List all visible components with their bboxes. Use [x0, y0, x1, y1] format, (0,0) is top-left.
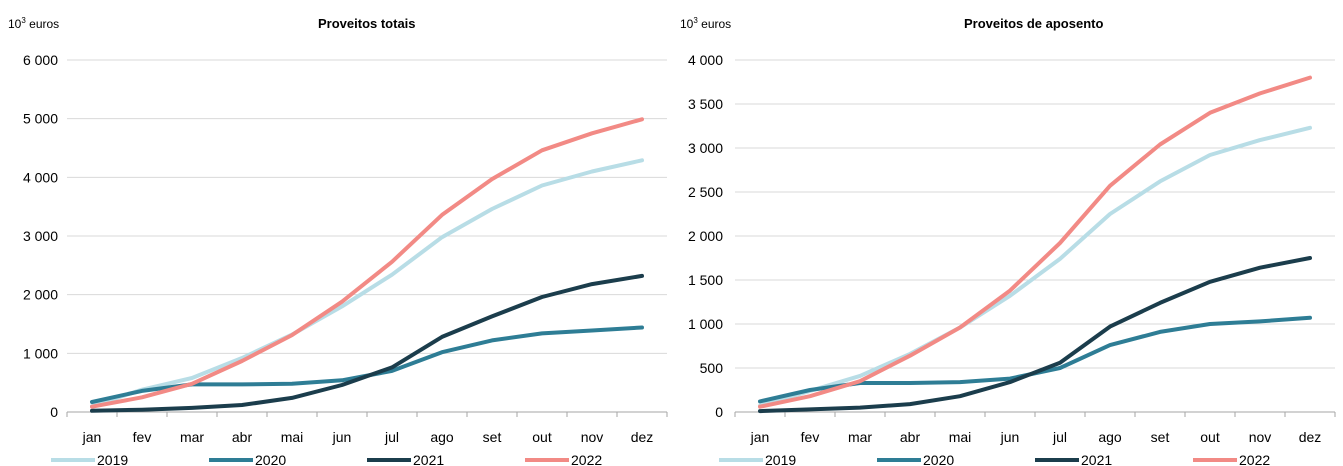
x-tick-label: jan — [750, 429, 770, 445]
legend-label: 2022 — [571, 452, 602, 466]
series-line-2022 — [758, 75, 1312, 409]
y-tick-label: 1 000 — [688, 316, 723, 332]
x-tick-label: ago — [1098, 429, 1122, 445]
y-tick-label: 0 — [715, 404, 723, 420]
legend-item-2020: 2020 — [209, 452, 286, 466]
series-line-2022 — [90, 117, 644, 409]
legend-label: 2019 — [765, 452, 796, 466]
series-line-2020 — [758, 315, 1312, 404]
x-tick-label: jul — [384, 429, 399, 445]
legend-label: 2022 — [1239, 452, 1270, 466]
x-tick-label: dez — [631, 429, 654, 445]
x-tick-label: fev — [801, 429, 820, 445]
x-tick-label: set — [1151, 429, 1170, 445]
y-tick-label: 4 000 — [688, 52, 723, 68]
legend-label: 2020 — [255, 452, 286, 466]
legend-item-2022: 2022 — [1193, 452, 1270, 466]
x-tick-label: ago — [430, 429, 454, 445]
legend-item-2021: 2021 — [1035, 452, 1112, 466]
x-tick-label: abr — [232, 429, 253, 445]
y-tick-label: 6 000 — [23, 52, 58, 68]
series-line-2021 — [758, 256, 1312, 414]
legend-item-2019: 2019 — [51, 452, 128, 466]
legend-label: 2021 — [413, 452, 444, 466]
legend-label: 2020 — [923, 452, 954, 466]
y-tick-label: 2 000 — [688, 228, 723, 244]
x-tick-label: jul — [1052, 429, 1067, 445]
legend-item-2019: 2019 — [719, 452, 796, 466]
x-tick-label: mai — [281, 429, 304, 445]
x-tick-label: out — [1200, 429, 1220, 445]
series-line-2020 — [90, 325, 644, 404]
chart-svg-proveitos-de-aposento: 0 500 1 000 1 500 2 000 2 500 3 000 3 500 4 000 j… — [688, 52, 1336, 466]
y-tick-label: 500 — [700, 360, 724, 376]
x-tick-label: mar — [848, 429, 872, 445]
y-tick-label: 5 000 — [23, 111, 58, 127]
chart-title: Proveitos totais — [318, 16, 416, 31]
x-tick-label: mai — [949, 429, 972, 445]
series-line-2019 — [90, 158, 644, 409]
legend-label: 2019 — [97, 452, 128, 466]
y-unit-label: 103 euros — [8, 16, 60, 31]
y-tick-label: 2 000 — [23, 287, 58, 303]
y-unit-label: 103 euros — [680, 16, 732, 31]
x-tick-label: nov — [1249, 429, 1272, 445]
y-tick-label: 1 500 — [688, 272, 723, 288]
y-tick-label: 3 500 — [688, 96, 723, 112]
x-tick-label: jun — [1000, 429, 1020, 445]
chart-svg-proveitos-totais: 0 1 000 2 000 3 000 4 000 5 000 6 000 jan fev mar… — [23, 52, 668, 466]
series-line-2019 — [758, 125, 1312, 408]
legend-item-2022: 2022 — [525, 452, 602, 466]
y-tick-label: 3 000 — [23, 228, 58, 244]
x-tick-label: abr — [900, 429, 921, 445]
chart-panel-proveitos-totais: 103 euros Proveitos totais 0 1 000 2 000 3 … — [8, 16, 668, 466]
y-tick-label: 4 000 — [23, 169, 58, 185]
x-tick-label: nov — [581, 429, 604, 445]
legend-item-2021: 2021 — [367, 452, 444, 466]
x-tick-label: jun — [332, 429, 352, 445]
legend-label: 2021 — [1081, 452, 1112, 466]
x-tick-label: mar — [180, 429, 204, 445]
series-line-2021 — [90, 273, 644, 413]
y-tick-label: 1 000 — [23, 345, 58, 361]
x-tick-label: set — [483, 429, 502, 445]
x-tick-label: out — [532, 429, 552, 445]
y-tick-label: 3 000 — [688, 140, 723, 156]
y-tick-label: 0 — [50, 404, 58, 420]
legend-item-2020: 2020 — [877, 452, 954, 466]
y-tick-label: 2 500 — [688, 184, 723, 200]
chart-title: Proveitos de aposento — [964, 16, 1104, 31]
chart-panel-proveitos-de-aposento: 103 euros Proveitos de aposento 0 500 1 00… — [672, 0, 1343, 466]
x-tick-label: dez — [1299, 429, 1322, 445]
x-tick-label: fev — [133, 429, 152, 445]
x-tick-label: jan — [82, 429, 102, 445]
